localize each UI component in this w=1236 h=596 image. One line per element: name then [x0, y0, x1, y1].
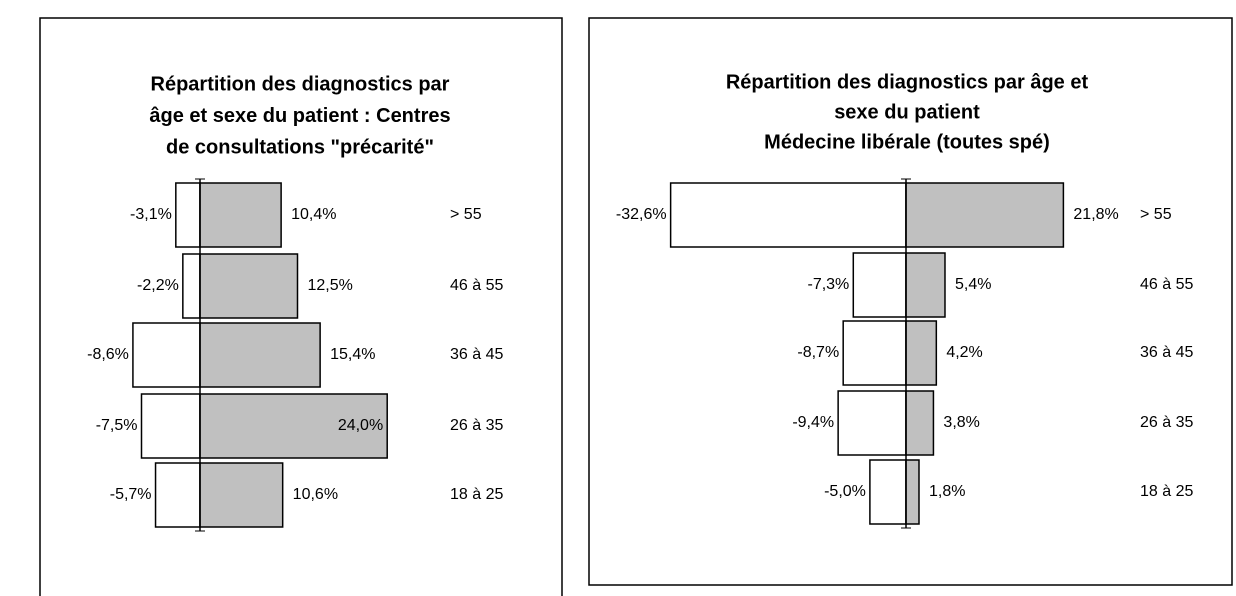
- category-label: 26 à 35: [450, 417, 503, 434]
- value-label: 21,8%: [1073, 206, 1118, 223]
- category-label: 36 à 45: [1140, 344, 1193, 361]
- chart-title: Répartition des diagnostics par: [151, 73, 450, 95]
- category-label: 26 à 35: [1140, 414, 1193, 431]
- value-label: 10,4%: [291, 206, 336, 223]
- panel: [588, 17, 1233, 586]
- value-label: -8,6%: [87, 346, 129, 363]
- bar: [182, 253, 201, 319]
- value-label: -5,0%: [824, 483, 866, 500]
- bar: [199, 462, 284, 528]
- bar: [199, 253, 299, 319]
- value-label: 12,5%: [308, 277, 353, 294]
- bar: [869, 459, 907, 525]
- bar: [905, 459, 920, 525]
- value-label: -2,2%: [137, 277, 179, 294]
- value-label: 15,4%: [330, 346, 375, 363]
- bar: [132, 322, 201, 388]
- bar: [199, 322, 321, 388]
- bar: [154, 462, 201, 528]
- category-label: 46 à 55: [1140, 276, 1193, 293]
- value-label: 4,2%: [946, 344, 982, 361]
- chart-title: âge et sexe du patient : Centres: [149, 105, 450, 127]
- chart-title: Répartition des diagnostics par âge et: [726, 71, 1089, 93]
- value-label: 24,0%: [338, 417, 383, 434]
- value-label: 3,8%: [943, 414, 979, 431]
- category-label: > 55: [450, 206, 482, 223]
- bar: [175, 182, 201, 248]
- value-label: 10,6%: [293, 486, 338, 503]
- category-label: 36 à 45: [450, 346, 503, 363]
- bar: [905, 390, 935, 456]
- bar: [842, 320, 907, 386]
- value-label: -7,5%: [96, 417, 138, 434]
- bar: [905, 182, 1065, 248]
- value-label: -32,6%: [616, 206, 667, 223]
- bar: [905, 320, 938, 386]
- value-label: -9,4%: [792, 414, 834, 431]
- value-label: 1,8%: [929, 483, 965, 500]
- category-label: 18 à 25: [1140, 483, 1193, 500]
- category-label: > 55: [1140, 206, 1172, 223]
- chart-title: Médecine libérale (toutes spé): [764, 131, 1050, 153]
- bar: [140, 393, 201, 459]
- chart-title: de consultations "précarité": [166, 136, 434, 158]
- value-label: -7,3%: [807, 276, 849, 293]
- bar: [199, 182, 282, 248]
- value-label: -5,7%: [110, 486, 152, 503]
- category-label: 18 à 25: [450, 486, 503, 503]
- category-label: 46 à 55: [450, 277, 503, 294]
- chart-title: sexe du patient: [834, 101, 980, 123]
- bar: [852, 252, 907, 318]
- bar: [905, 252, 946, 318]
- bar: [837, 390, 907, 456]
- panel: [39, 17, 563, 596]
- bar: [669, 182, 907, 248]
- value-label: -3,1%: [130, 206, 172, 223]
- value-label: -8,7%: [797, 344, 839, 361]
- value-label: 5,4%: [955, 276, 991, 293]
